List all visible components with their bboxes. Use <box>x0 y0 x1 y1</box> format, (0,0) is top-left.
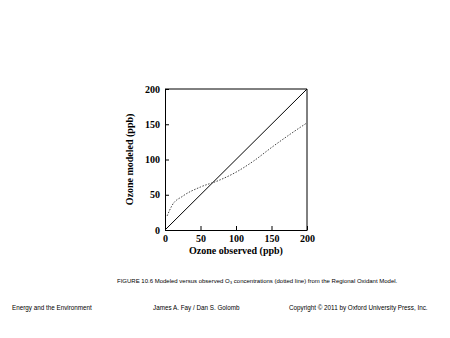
tick-mark <box>165 195 169 196</box>
tick-label: 0 <box>155 225 160 236</box>
series-line <box>165 89 307 230</box>
tick: 200 <box>145 84 169 95</box>
tick-label: 150 <box>265 233 280 244</box>
chart: 0 50 100 150 200 0 50 100 150 200 Ozone observed (… <box>0 0 450 338</box>
tick: 200 <box>300 226 315 244</box>
footer-text: Copyright © 2011 by Oxford University Pr… <box>289 304 428 312</box>
plot-frame <box>165 89 307 230</box>
tick-mark <box>165 230 169 231</box>
tick-mark <box>201 226 202 230</box>
x-axis: 0 50 100 150 200 <box>163 226 315 244</box>
tick: 50 <box>196 226 206 244</box>
tick-label: 200 <box>145 84 160 95</box>
tick-mark <box>272 226 273 230</box>
tick-mark <box>165 89 169 90</box>
tick-label: 100 <box>229 233 244 244</box>
tick: 150 <box>145 119 169 130</box>
x-axis-title: Ozone observed (ppb) <box>189 245 283 257</box>
caption: FIGURE 10.6 Modeled versus observed O₃ c… <box>117 278 398 284</box>
tick: 100 <box>229 226 244 244</box>
y-axis: 0 50 100 150 200 <box>145 84 169 236</box>
tick-label: 100 <box>145 154 160 165</box>
axis-line <box>166 230 308 231</box>
series-line <box>167 123 307 216</box>
y-axis-title: Ozone modeled (ppb) <box>124 114 136 206</box>
tick: 100 <box>145 154 169 165</box>
tick-label: 150 <box>145 119 160 130</box>
footer-text: James A. Fay / Dan S. Golomb <box>153 304 240 312</box>
tick-label: 200 <box>300 233 315 244</box>
footer-text: Energy and the Environment <box>12 304 92 312</box>
tick-mark <box>165 160 169 161</box>
tick: 0 <box>155 225 169 236</box>
tick: 50 <box>150 189 169 200</box>
tick-mark <box>165 124 169 125</box>
tick-label: 0 <box>163 233 168 244</box>
tick: 150 <box>265 226 280 244</box>
tick-label: 50 <box>150 189 160 200</box>
tick-mark <box>236 226 237 230</box>
tick-mark <box>307 226 308 230</box>
plot-area <box>165 89 307 230</box>
tick-label: 50 <box>196 233 206 244</box>
